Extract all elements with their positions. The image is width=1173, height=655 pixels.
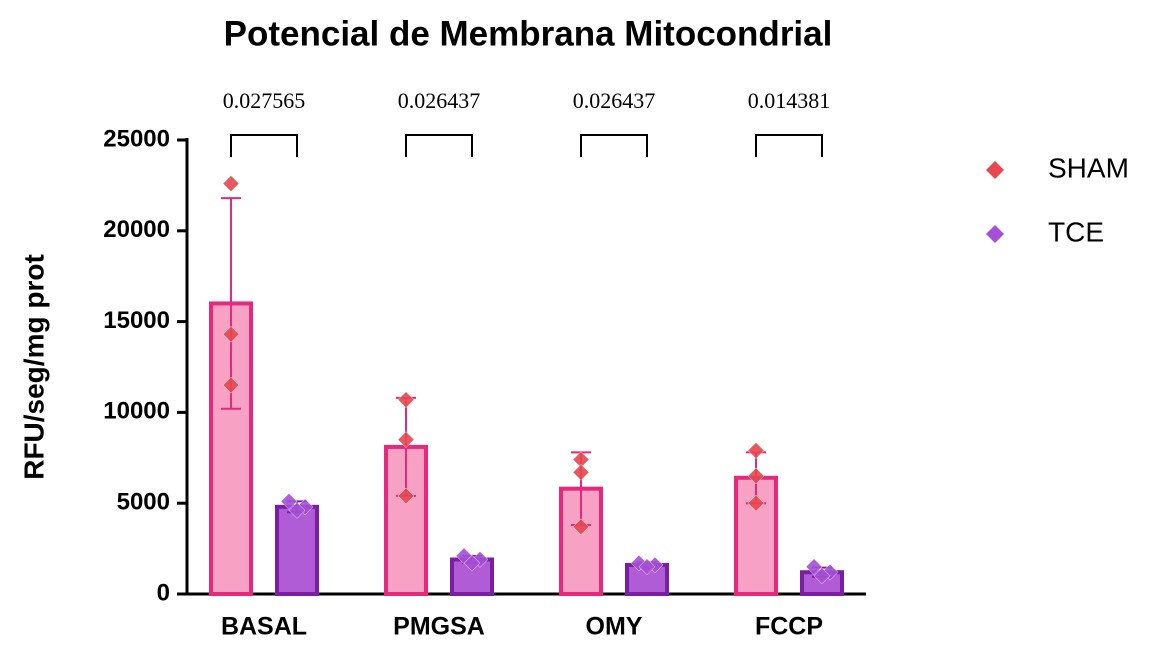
significance-bracket: [230, 134, 298, 157]
data-point: [280, 493, 298, 510]
data-point: [463, 554, 481, 572]
y-tick-label: 20000: [103, 216, 170, 243]
significance-bracket: [405, 134, 473, 157]
legend-marker: [986, 225, 1004, 243]
legend-marker: [986, 161, 1004, 179]
data-point: [747, 494, 765, 512]
y-tick-label: 15000: [103, 307, 170, 334]
y-tick-label: 10000: [103, 398, 170, 425]
x-tick-label: FCCP: [755, 613, 823, 641]
data-point: [805, 558, 823, 576]
p-value-label: 0.014381: [748, 88, 831, 113]
data-point: [572, 463, 590, 481]
p-value-label: 0.027565: [223, 88, 306, 113]
chart-title: Potencial de Membrana Mitocondrial: [224, 14, 833, 53]
data-point: [638, 558, 656, 576]
legend-label: TCE: [1048, 216, 1104, 247]
bar: [275, 504, 319, 596]
data-point: [222, 175, 240, 192]
data-point: [397, 391, 415, 409]
x-tick-label: BASAL: [221, 613, 307, 641]
significance-bracket: [580, 134, 648, 157]
data-point: [813, 567, 831, 585]
data-point: [222, 325, 240, 343]
data-point: [747, 467, 765, 485]
y-tick-label: 5000: [117, 489, 170, 516]
y-axis-label: RFU/seg/mg prot: [18, 254, 49, 480]
data-point: [288, 502, 306, 519]
x-tick-label: PMGSA: [393, 613, 485, 641]
error-bar: [221, 197, 241, 410]
legend-label: SHAM: [1048, 152, 1129, 183]
data-point: [296, 498, 314, 516]
data-point: [397, 487, 415, 505]
p-value-label: 0.026437: [398, 88, 481, 113]
y-tick-label: 25000: [103, 125, 170, 152]
x-tick-label: OMY: [586, 613, 643, 641]
data-point: [397, 431, 415, 448]
significance-bracket: [755, 134, 823, 157]
y-tick-label: 0: [157, 579, 170, 606]
p-value-label: 0.026437: [573, 88, 656, 113]
data-point: [572, 518, 590, 536]
data-point: [222, 376, 240, 394]
data-point: [747, 442, 765, 459]
